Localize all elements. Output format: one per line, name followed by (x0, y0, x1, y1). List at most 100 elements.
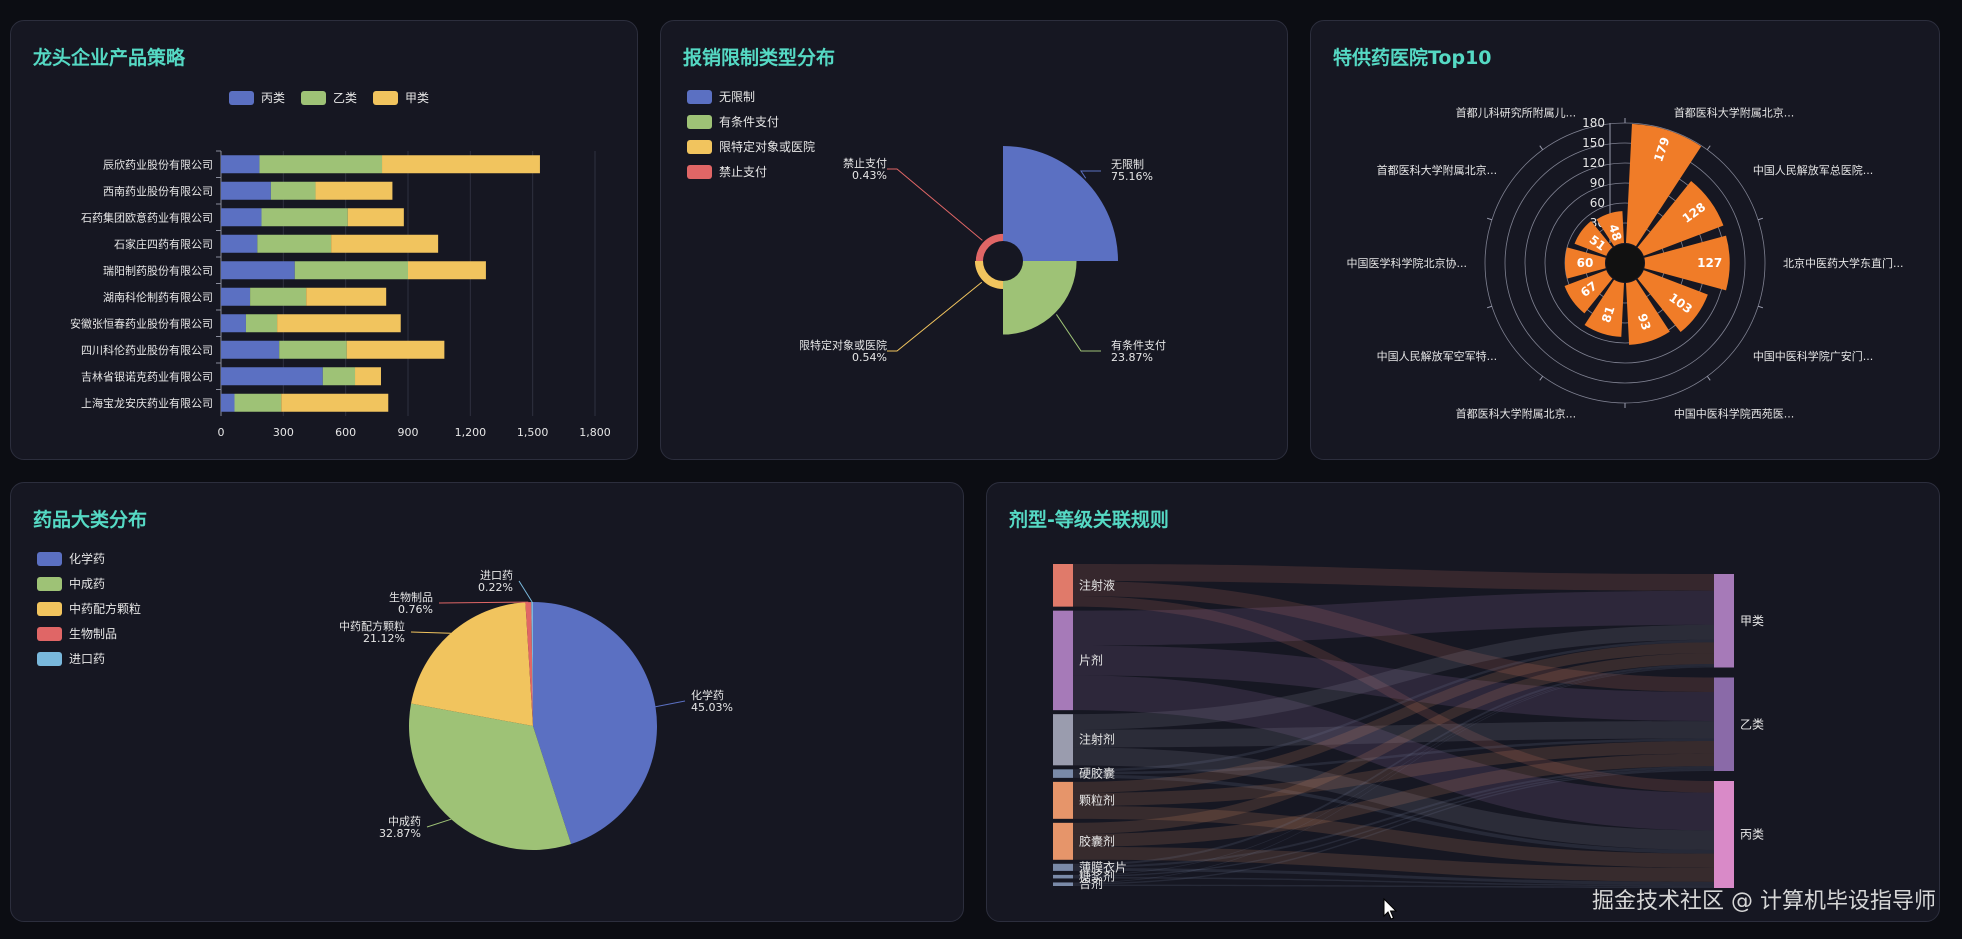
category-label: 首都医科大学附属北京... (1377, 163, 1498, 177)
angle-tick (1486, 305, 1493, 309)
category-label: 首都儿科研究所附属儿... (1456, 106, 1577, 120)
panel-drug-category: 药品大类分布 化学药中成药中药配方颗粒生物制品 进口药 化学药 45.03% 中成药 3… (10, 482, 964, 922)
slice-label: 有条件支付 23.87% (1111, 338, 1166, 364)
category-label: 中国医学科学院北京协... (1347, 256, 1468, 270)
legend-swatch (687, 164, 712, 179)
radial-tick-label: 180 (1582, 116, 1605, 130)
legend-item[interactable]: 限特定对象或医院 (687, 134, 815, 159)
bar-segment (221, 340, 280, 359)
polar-bar (1564, 270, 1613, 314)
y-tick-label: 瑞阳制药股份有限公司 (103, 263, 213, 277)
x-tick-label: 600 (335, 426, 356, 439)
legend-label: 中成药 (69, 577, 106, 591)
legend-swatch (37, 651, 62, 666)
pie-slice (525, 602, 533, 726)
legend-swatch (37, 601, 62, 616)
legend-swatch (687, 89, 712, 104)
legend-item[interactable]: 乙类 (301, 89, 357, 106)
bar-segment (221, 234, 258, 253)
legend-item[interactable]: 无限制 (687, 84, 815, 109)
chart-legend[interactable]: 丙类 乙类 甲类 (229, 89, 429, 106)
bar-value-label: 127 (1697, 256, 1722, 270)
sankey-source-node (1053, 863, 1073, 871)
pie-slice (411, 602, 533, 726)
legend-item[interactable]: 丙类 (229, 89, 285, 106)
slice-label: 中成药 32.87% (379, 815, 421, 840)
bar-segment (250, 287, 307, 306)
polar-bar (1637, 270, 1708, 333)
sankey-source-node (1053, 822, 1073, 860)
bar-segment (294, 261, 408, 280)
legend-swatch (37, 551, 62, 566)
x-tick-label: 900 (398, 426, 419, 439)
sankey-node-label: 硬胶囊 (1079, 766, 1115, 781)
slice-label-line (1055, 314, 1101, 352)
legend-item[interactable]: 中药配方颗粒 (37, 596, 141, 621)
x-tick-label: 0 (218, 426, 225, 439)
bar-segment (261, 208, 348, 227)
legend-item[interactable]: 中成药 (37, 571, 141, 596)
sankey-link (1073, 664, 1714, 866)
bar-segment (270, 181, 316, 200)
sankey-node-label: 颗粒剂 (1079, 792, 1115, 807)
x-tick-label: 1,500 (517, 426, 549, 439)
polar-bar (1584, 279, 1625, 337)
watermark: 掘金技术社区 @ 计算机毕设指导师 (1592, 889, 1936, 914)
bar-segment (382, 155, 540, 174)
bar-segment (245, 314, 278, 333)
sankey-node-label: 片剂 (1079, 652, 1103, 667)
y-tick-label: 石家庄四药有限公司 (114, 237, 213, 251)
legend-swatch (687, 139, 712, 154)
polar-bar (1637, 180, 1724, 256)
panel-sankey: 剂型-等级关联规则 注射液 片剂 注射剂 硬胶囊 颗粒剂 胶囊剂 薄膜衣片 糖浆剂 合剂 甲类 乙类… (986, 482, 1940, 922)
legend-item[interactable]: 进口药 (37, 646, 141, 671)
sankey-link (1073, 675, 1714, 831)
legend-swatch (301, 90, 327, 105)
chart-legend[interactable]: 无限制 有条件支付 限特定对象或医院 禁止支付 (687, 84, 815, 184)
legend-swatch (37, 576, 62, 591)
sankey-link (1073, 645, 1714, 722)
x-tick-label: 1,200 (455, 426, 487, 439)
category-label: 首都医科大学附属北京... (1674, 106, 1795, 120)
sankey-link (1073, 653, 1714, 834)
bar-segment (221, 208, 262, 227)
sankey-link (1073, 581, 1714, 693)
angle-tick (1486, 217, 1493, 221)
legend-label: 化学药 (69, 552, 106, 566)
sankey-link (1073, 666, 1714, 884)
pie-chart-drug-category: 化学药 45.03% 中成药 32.87% 中药配方颗粒 21.12% 生物制品 0.76% 进… (339, 569, 733, 850)
pie-slice (531, 602, 533, 726)
polar-grid-circle (1504, 142, 1746, 384)
y-tick-label: 石药集团欧意药业有限公司 (81, 210, 213, 224)
panel-title: 龙头企业产品策略 (33, 47, 186, 69)
chart-legend[interactable]: 化学药中成药中药配方颗粒生物制品 进口药 (37, 546, 141, 671)
sankey-link (1073, 774, 1714, 854)
bar-segment (221, 261, 295, 280)
legend-item[interactable]: 化学药 (37, 546, 141, 571)
slice-label: 进口药 0.22% (478, 569, 513, 594)
y-tick-label: 西南药业股份有限公司 (103, 184, 213, 198)
category-label: 中国人民解放军总医院... (1753, 163, 1874, 177)
legend-label: 中药配方颗粒 (69, 602, 142, 616)
sankey-node-label: 注射液 (1079, 577, 1115, 592)
legend-item[interactable]: 甲类 (373, 89, 429, 106)
slice-label: 化学药 45.03% (691, 688, 733, 714)
sankey-link (1073, 740, 1714, 806)
panel-title: 报销限制类型分布 (683, 47, 836, 69)
legend-item[interactable]: 有条件支付 (687, 109, 815, 134)
panel-title: 药品大类分布 (33, 509, 148, 531)
polar-bar-chart-hospitals: 306090120150180179128127103938167605148首… (1347, 106, 1904, 421)
sankey-node-label: 薄膜衣片 (1079, 859, 1127, 874)
slice-label: 生物制品 0.76% (389, 590, 433, 616)
legend-item[interactable]: 禁止支付 (687, 159, 815, 184)
sankey-link (1073, 868, 1714, 885)
category-label: 北京中医药大学东直门... (1783, 256, 1904, 270)
pie-slice (533, 602, 657, 845)
sankey-link (1073, 846, 1714, 882)
legend-label: 乙类 (333, 91, 358, 105)
legend-item[interactable]: 生物制品 (37, 621, 141, 646)
x-tick-label: 300 (273, 426, 294, 439)
bar-segment (234, 393, 282, 412)
panel-title: 剂型-等级关联规则 (1009, 509, 1169, 531)
